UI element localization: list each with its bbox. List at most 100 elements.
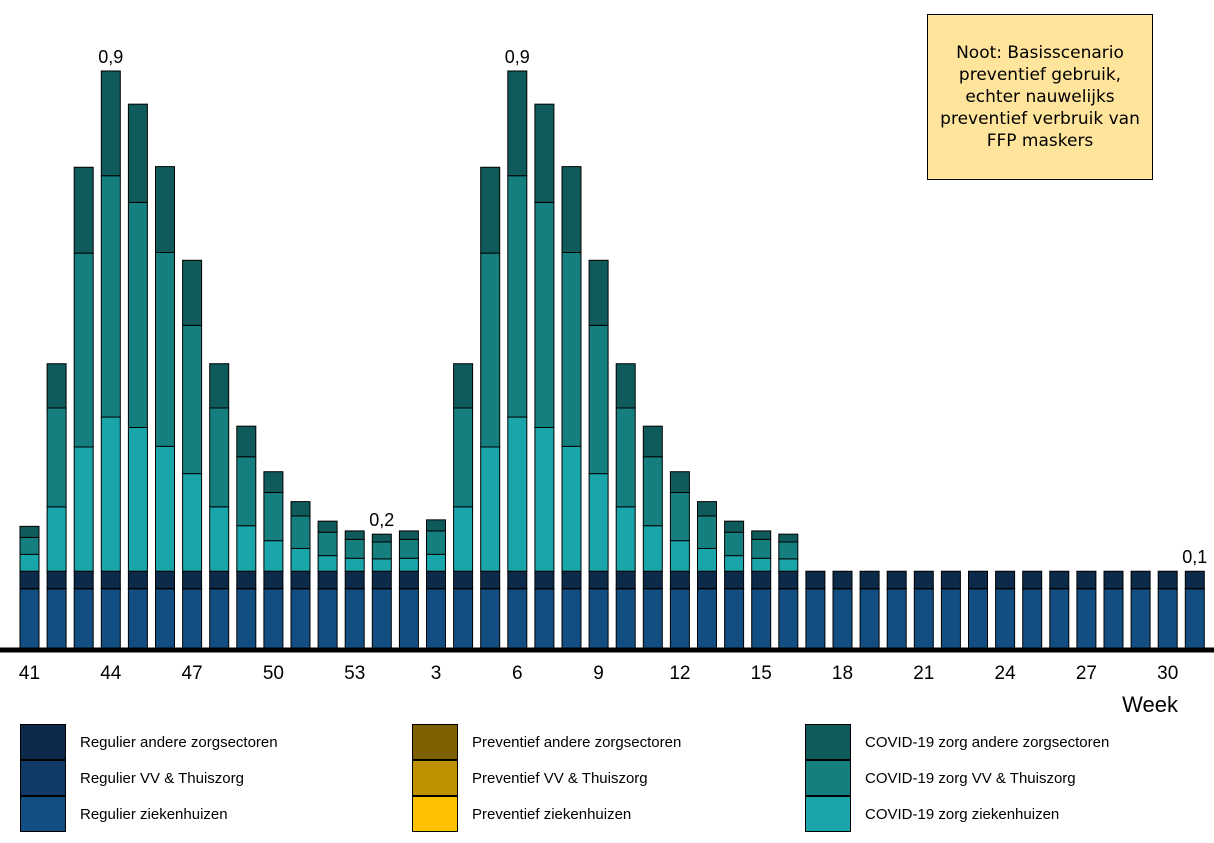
bar-segment xyxy=(534,201,555,428)
bar-segment xyxy=(371,570,392,589)
bar-segment xyxy=(561,588,582,649)
legend-label: COVID-19 zorg ziekenhuizen xyxy=(865,805,1060,823)
bar-segment xyxy=(588,259,609,326)
bar-segment xyxy=(100,588,121,649)
bar-segment xyxy=(426,570,446,589)
bar-segment xyxy=(832,570,853,589)
bar-segment xyxy=(669,570,690,589)
bar-segment xyxy=(642,588,663,649)
x-axis-title: Week xyxy=(1122,692,1179,717)
bar-segment xyxy=(317,520,338,533)
x-tick-label: 41 xyxy=(19,663,40,684)
bar-segment xyxy=(1184,588,1205,649)
bar-segment xyxy=(263,570,284,589)
bar-segment xyxy=(209,570,230,589)
bar-segment xyxy=(398,570,419,589)
bar-segment xyxy=(236,425,257,458)
x-tick-label: 44 xyxy=(100,663,122,684)
bar-segment xyxy=(968,588,988,649)
bar-segment xyxy=(588,473,609,572)
bar-segment xyxy=(426,530,446,555)
bar-segment xyxy=(46,363,67,409)
bar-segment xyxy=(100,416,121,572)
bar-segment xyxy=(534,103,555,203)
x-tick-label: 53 xyxy=(344,663,365,684)
legend-label: Preventief ziekenhuizen xyxy=(472,805,632,823)
x-tick-label: 30 xyxy=(1157,663,1178,684)
bar-segment xyxy=(290,501,311,517)
bar-segment xyxy=(507,70,528,177)
data-label: 0,1 xyxy=(1182,547,1207,567)
bar-segment xyxy=(344,557,365,572)
bar-segment xyxy=(697,547,717,572)
bar-segment xyxy=(724,520,745,533)
bar-segment xyxy=(615,407,636,508)
bar-segment xyxy=(940,570,961,589)
x-tick-label: 47 xyxy=(182,663,203,684)
x-tick-label: 18 xyxy=(832,663,853,684)
bar-segment xyxy=(751,530,772,540)
bar-segment xyxy=(1130,588,1151,649)
bar-segment xyxy=(236,456,257,527)
x-tick-label: 15 xyxy=(751,663,772,684)
legend-swatch xyxy=(805,760,851,796)
legend-label: Preventief andere zorgsectoren xyxy=(472,733,682,751)
bar-segment xyxy=(1184,570,1205,589)
bar-segment xyxy=(697,570,717,589)
bar-segment xyxy=(778,541,799,560)
bar-segment xyxy=(615,363,636,409)
bar-segment xyxy=(398,557,419,572)
bar-segment xyxy=(1049,570,1070,589)
bar-segment xyxy=(209,506,230,572)
legend-swatch xyxy=(805,796,851,832)
bar-segment xyxy=(290,515,311,549)
bar-segment xyxy=(805,588,826,649)
bar-segment xyxy=(697,501,717,517)
legend-swatch xyxy=(20,796,66,832)
bar-segment xyxy=(100,570,121,589)
bar-segment xyxy=(155,251,175,447)
bar-segment xyxy=(507,588,528,649)
note-annotation: Noot: Basisscenario preventief gebruik, … xyxy=(927,14,1153,180)
bar-segment xyxy=(805,570,826,589)
bar-segment xyxy=(724,531,745,557)
bar-segment xyxy=(155,588,175,649)
legend-label: COVID-19 zorg VV & Thuiszorg xyxy=(865,769,1076,787)
x-tick-label: 21 xyxy=(913,663,934,684)
bar-segment xyxy=(859,588,880,649)
bar-segment xyxy=(46,588,67,649)
x-tick-label: 50 xyxy=(263,663,284,684)
bar-segment xyxy=(263,471,284,494)
bar-segment xyxy=(371,558,392,572)
bars-group xyxy=(19,70,1205,649)
legend-item: Regulier andere zorgsectoren xyxy=(20,724,278,760)
bar-segment xyxy=(290,570,311,589)
bar-segment xyxy=(995,588,1016,649)
bar-segment xyxy=(344,530,365,540)
bar-segment xyxy=(344,570,365,589)
data-label: 0,2 xyxy=(369,510,394,530)
bar-segment xyxy=(426,553,446,572)
legend-label: Regulier andere zorgsectoren xyxy=(80,733,278,751)
x-tick-label: 24 xyxy=(995,663,1017,684)
bar-segment xyxy=(534,570,555,589)
bar-segment xyxy=(778,533,799,543)
bar-segment xyxy=(155,166,175,253)
bar-segment xyxy=(724,570,745,589)
bar-segment xyxy=(182,588,203,649)
bar-segment xyxy=(344,538,365,559)
legend: Regulier andere zorgsectoren Preventief a… xyxy=(0,724,1214,843)
bar-segment xyxy=(317,588,338,649)
legend-swatch xyxy=(412,760,458,796)
bar-segment xyxy=(697,515,717,549)
bar-segment xyxy=(886,570,907,589)
bar-segment xyxy=(182,570,203,589)
bar-segment xyxy=(398,530,419,540)
bar-segment xyxy=(209,363,230,409)
bar-segment xyxy=(778,570,799,589)
bar-segment xyxy=(371,588,392,649)
bar-segment xyxy=(263,540,284,572)
bar-segment xyxy=(561,570,582,589)
bar-segment xyxy=(615,588,636,649)
legend-label: Preventief VV & Thuiszorg xyxy=(472,769,648,787)
